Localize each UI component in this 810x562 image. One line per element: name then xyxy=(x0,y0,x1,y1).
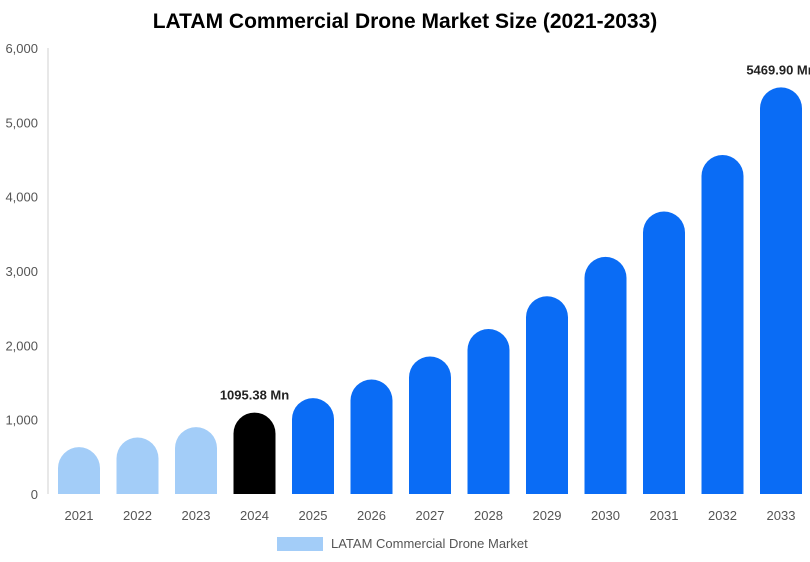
y-tick-label: 1,000 xyxy=(5,413,38,428)
bar-2026[interactable] xyxy=(350,379,393,494)
bar-2029[interactable] xyxy=(526,296,568,494)
bar-2027[interactable] xyxy=(409,356,451,494)
bars xyxy=(58,87,802,495)
x-tick-label: 2022 xyxy=(123,508,152,523)
x-tick-label: 2030 xyxy=(591,508,620,523)
y-tick-label: 5,000 xyxy=(5,115,38,130)
data-label: 5469.90 Mn xyxy=(746,62,810,77)
y-tick-label: 4,000 xyxy=(5,190,38,205)
bar-2023[interactable] xyxy=(175,427,217,494)
x-tick-label: 2033 xyxy=(767,508,796,523)
bar-2032[interactable] xyxy=(701,155,744,494)
bar-2022[interactable] xyxy=(116,437,159,494)
x-tick-label: 2021 xyxy=(65,508,94,523)
x-tick-label: 2029 xyxy=(533,508,562,523)
y-tick-label: 0 xyxy=(31,487,38,502)
bar-2025[interactable] xyxy=(292,398,334,494)
bar-2028[interactable] xyxy=(467,328,510,494)
bar-2030[interactable] xyxy=(584,256,627,494)
y-tick-label: 2,000 xyxy=(5,338,38,353)
x-tick-label: 2032 xyxy=(708,508,737,523)
bar-2031[interactable] xyxy=(643,211,685,495)
legend-label: LATAM Commercial Drone Market xyxy=(331,536,528,551)
x-tick-label: 2024 xyxy=(240,508,269,523)
bar-2021[interactable] xyxy=(58,447,100,494)
x-tick-label: 2031 xyxy=(650,508,679,523)
chart-title: LATAM Commercial Drone Market Size (2021… xyxy=(152,10,658,33)
bar-2024[interactable] xyxy=(233,412,276,494)
x-tick-label: 2025 xyxy=(299,508,328,523)
y-tick-label: 3,000 xyxy=(5,264,38,279)
data-labels: 1095.38 Mn 5469.90 Mn xyxy=(220,62,810,402)
x-tick-label: 2026 xyxy=(357,508,386,523)
bar-2033[interactable] xyxy=(760,87,802,494)
x-tick-label: 2023 xyxy=(182,508,211,523)
legend-swatch xyxy=(277,536,323,551)
x-axis-ticks: 2021 2022 2023 2024 2025 2026 2027 2028 2029 2030… xyxy=(65,508,796,523)
x-tick-label: 2028 xyxy=(474,508,503,523)
x-tick-label: 2027 xyxy=(416,508,445,523)
y-tick-label: 6,000 xyxy=(5,41,38,56)
legend[interactable]: LATAM Commercial Drone Market xyxy=(277,536,528,551)
y-axis-ticks: 0 1,000 2,000 3,000 4,000 5,000 6,000 xyxy=(5,41,38,502)
data-label: 1095.38 Mn xyxy=(220,388,289,403)
